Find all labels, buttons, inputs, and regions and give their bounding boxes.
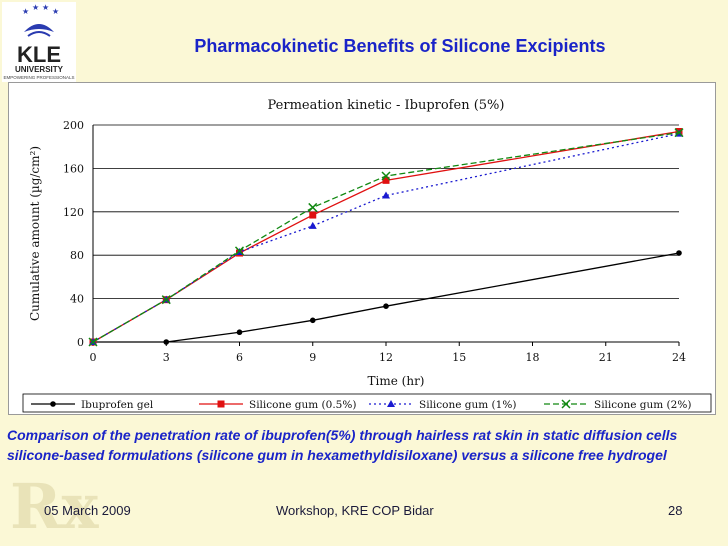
svg-text:★: ★	[32, 3, 39, 12]
data-point-series-4	[161, 295, 171, 305]
y-tick-label: 0	[77, 336, 84, 349]
footer-workshop: Workshop, KRE COP Bidar	[276, 503, 434, 518]
logo-subtitle: UNIVERSITY	[15, 65, 64, 74]
legend-label-2: Silicone gum (0.5%)	[249, 399, 356, 411]
chart-title: Permeation kinetic - Ibuprofen (5%)	[268, 98, 505, 113]
x-tick-label: 9	[309, 351, 316, 364]
x-tick-label: 21	[599, 351, 613, 364]
svg-text:★: ★	[52, 7, 59, 16]
x-tick-label: 18	[526, 351, 540, 364]
legend-marker-4	[561, 399, 571, 409]
kle-university-logo: ★ ★ ★ ★ KLE UNIVERSITY EMPOWERING PROFES…	[2, 2, 76, 82]
data-point-series-4	[674, 128, 684, 138]
y-tick-label: 80	[70, 249, 84, 262]
svg-text:★: ★	[22, 7, 29, 16]
legend-marker-3	[387, 400, 395, 407]
x-tick-label: 0	[90, 351, 97, 364]
footer-date: 05 March 2009	[44, 503, 131, 518]
slide-title: Pharmacokinetic Benefits of Silicone Exc…	[194, 36, 606, 56]
y-tick-label: 120	[63, 206, 84, 219]
slide-caption: Comparison of the penetration rate of ib…	[7, 427, 678, 463]
legend-marker-1	[50, 401, 56, 407]
data-point-series-1	[236, 329, 243, 336]
svg-text:★: ★	[42, 3, 49, 12]
series-line-4	[92, 131, 680, 343]
y-tick-label: 160	[63, 162, 84, 175]
data-point-series-4	[234, 246, 245, 256]
x-tick-label: 6	[236, 351, 243, 364]
data-point-series-3	[308, 221, 317, 229]
rx-watermark: Rx	[10, 470, 99, 543]
data-point-series-3	[382, 191, 390, 199]
legend-label-3: Silicone gum (1%)	[419, 399, 516, 411]
data-point-series-1	[309, 317, 316, 324]
logo-stars: ★ ★ ★ ★	[22, 3, 59, 16]
series-line-1	[93, 252, 680, 343]
data-point-series-1	[676, 250, 682, 256]
legend-box	[22, 393, 712, 413]
chart-container: Permeation kinetic - Ibuprofen (5%) 0 40 80…	[8, 82, 716, 415]
y-tick-label: 200	[63, 119, 84, 132]
data-point-series-4	[308, 202, 318, 212]
data-point-series-4	[88, 337, 98, 347]
legend-label-1: Ibuprofen gel	[81, 399, 154, 411]
logo-emblem	[24, 24, 54, 32]
series-line-2	[92, 130, 680, 343]
x-tick-label: 3	[163, 351, 170, 364]
data-point-series-2	[382, 176, 390, 184]
x-tick-label: 24	[672, 351, 686, 364]
legend-marker-2	[217, 400, 225, 408]
page-number: 28	[668, 503, 683, 518]
permeation-chart: Permeation kinetic - Ibuprofen (5%) 0 40 80…	[22, 98, 712, 413]
legend-label-4: Silicone gum (2%)	[594, 399, 691, 411]
series-line-3	[92, 133, 680, 343]
x-axis-label: Time (hr)	[368, 374, 425, 388]
data-point-series-4	[381, 171, 391, 181]
data-point-series-1	[163, 339, 170, 345]
y-axis-label: Cumulative amount (µg/cm²)	[28, 146, 42, 321]
data-point-series-1	[383, 303, 389, 309]
y-tick-label: 40	[70, 293, 84, 306]
x-tick-label: 12	[379, 351, 393, 364]
data-point-series-2	[309, 211, 317, 219]
x-tick-label: 15	[452, 351, 466, 364]
logo-tagline: EMPOWERING PROFESSIONALS	[3, 75, 74, 80]
logo-text: KLE	[17, 42, 61, 67]
